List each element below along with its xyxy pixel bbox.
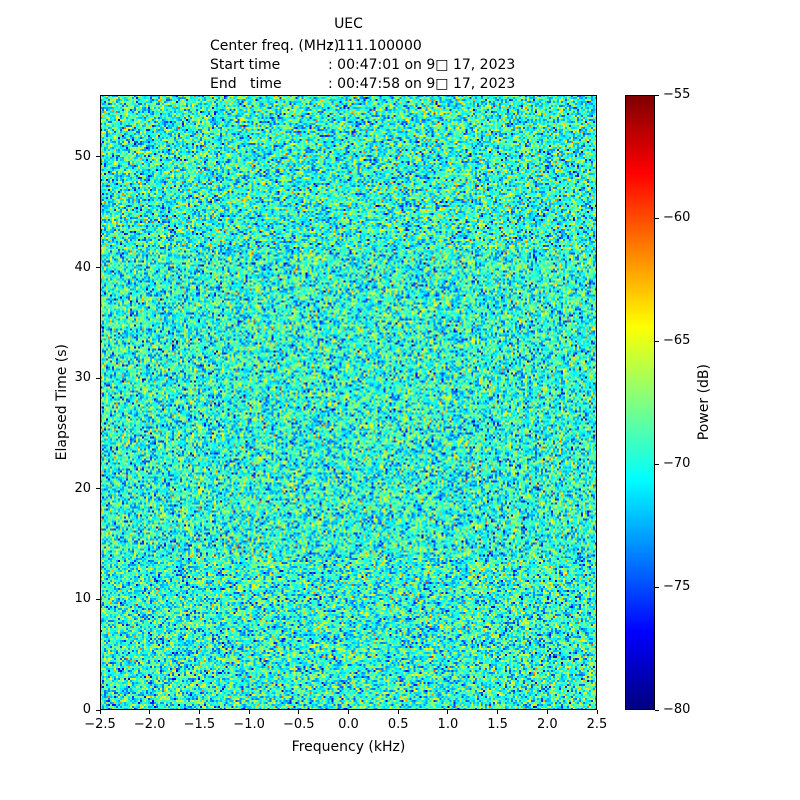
x-tick-label: 2.5 [586, 717, 608, 732]
end-time-line: End time : 00:47:58 on 9□ 17, 2023 [210, 75, 515, 94]
x-tick-label: 1.0 [437, 717, 459, 732]
colorbar-tick-mark [655, 217, 659, 219]
colorbar-tick-label: −70 [663, 456, 691, 471]
x-tick-label: 0.0 [338, 717, 359, 732]
x-tick-mark [447, 710, 449, 714]
x-tick-label: −1.0 [233, 717, 265, 732]
y-tick-mark [96, 488, 100, 490]
x-tick-mark [546, 710, 548, 714]
start-time-label: Start time [210, 57, 281, 73]
colorbar-label-wrap: Power (dB) [694, 95, 714, 710]
x-tick-label: 0.5 [387, 717, 409, 732]
x-tick-label: 2.0 [536, 717, 558, 732]
y-axis-label: Elapsed Time (s) [54, 344, 70, 461]
header-info: Center freq. (MHz): 111.100000 Start tim… [210, 37, 515, 94]
x-tick-mark [149, 710, 151, 714]
y-tick-mark [96, 377, 100, 379]
colorbar-tick-mark [655, 340, 659, 342]
x-tick-label: 1.5 [487, 717, 508, 732]
x-tick-label: −1.5 [183, 717, 216, 732]
end-time-value: : 00:47:58 on 9□ 17, 2023 [328, 76, 516, 92]
colorbar-gradient [625, 95, 655, 710]
y-tick-mark [96, 709, 100, 711]
y-tick-mark [96, 156, 100, 158]
colorbar-tick-label: −80 [663, 702, 691, 717]
x-tick-mark [99, 710, 101, 714]
x-tick-label: −2.0 [133, 717, 166, 732]
start-time-value: : 00:47:01 on 9□ 17, 2023 [328, 57, 516, 73]
y-tick-mark [96, 267, 100, 269]
start-time-line: Start time : 00:47:01 on 9□ 17, 2023 [210, 56, 515, 75]
x-axis-label: Frequency (kHz) [291, 739, 406, 755]
colorbar-tick-label: −75 [663, 579, 691, 594]
x-tick-mark [248, 710, 250, 714]
colorbar-tick-label: −65 [663, 333, 691, 348]
center-freq-value: : 111.100000 [328, 38, 422, 54]
x-tick-mark [298, 710, 300, 714]
y-tick-label: 30 [74, 370, 91, 386]
colorbar-tick-mark [655, 709, 659, 711]
figure-title: UEC [334, 16, 363, 32]
y-tick-label: 0 [82, 702, 91, 717]
end-time-label: End time [210, 76, 282, 92]
x-tick-label: −0.5 [283, 717, 315, 732]
x-tick-mark [596, 710, 598, 714]
colorbar-tick-mark [655, 463, 659, 465]
colorbar-tick-mark [655, 94, 659, 96]
colorbar-tick-mark [655, 586, 659, 588]
y-tick-label: 40 [74, 259, 91, 275]
center-freq-line: Center freq. (MHz): 111.100000 [210, 37, 515, 56]
y-tick-label: 50 [74, 148, 91, 164]
x-tick-mark [348, 710, 349, 714]
y-tick-label: 20 [74, 480, 91, 496]
x-tick-label: −2.5 [84, 717, 116, 732]
center-freq-label: Center freq. (MHz) [210, 38, 340, 54]
y-tick-mark [96, 598, 100, 600]
y-tick-label: 10 [74, 591, 91, 607]
x-tick-mark [397, 710, 399, 714]
y-axis-label-wrap: Elapsed Time (s) [52, 95, 72, 710]
colorbar-tick-label: −55 [663, 87, 691, 102]
colorbar-label: Power (dB) [696, 364, 712, 441]
colorbar-tick-label: −60 [663, 210, 691, 225]
x-tick-mark [497, 710, 499, 714]
x-tick-mark [198, 710, 200, 714]
heatmap-canvas [100, 95, 597, 710]
